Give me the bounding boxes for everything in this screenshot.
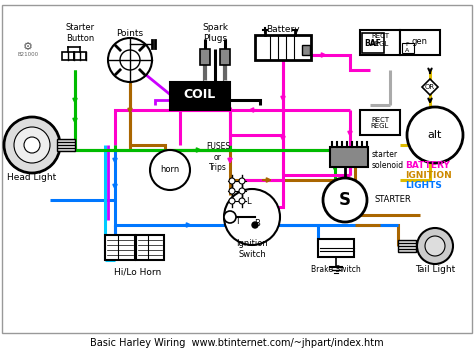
- Circle shape: [24, 137, 40, 153]
- FancyBboxPatch shape: [136, 235, 164, 260]
- Text: F: F: [405, 42, 409, 47]
- Circle shape: [229, 198, 235, 204]
- Text: BATTERY: BATTERY: [405, 160, 450, 169]
- Circle shape: [224, 211, 236, 223]
- FancyBboxPatch shape: [170, 82, 230, 110]
- Text: RECT: RECT: [371, 33, 389, 39]
- Polygon shape: [422, 79, 438, 95]
- Circle shape: [417, 228, 453, 264]
- Text: Battery: Battery: [266, 26, 300, 34]
- Text: Head Light: Head Light: [8, 173, 56, 181]
- Text: OR: OR: [425, 84, 435, 90]
- Text: FUSES
or
Trips: FUSES or Trips: [206, 142, 230, 172]
- Text: RECT
REGL: RECT REGL: [371, 116, 389, 130]
- Text: S: S: [339, 191, 351, 209]
- Text: B21000: B21000: [18, 53, 38, 58]
- Text: L: L: [246, 197, 250, 207]
- FancyBboxPatch shape: [62, 52, 74, 60]
- Text: B: B: [254, 219, 260, 229]
- FancyBboxPatch shape: [402, 43, 414, 53]
- Circle shape: [14, 127, 50, 163]
- Text: Ignition
Switch: Ignition Switch: [236, 239, 268, 259]
- FancyBboxPatch shape: [318, 239, 354, 257]
- Text: Basic Harley Wiring  www.btinternet.com/~jhpart/index.htm: Basic Harley Wiring www.btinternet.com/~…: [90, 338, 384, 348]
- Text: ⚙: ⚙: [23, 42, 33, 52]
- FancyBboxPatch shape: [302, 45, 310, 55]
- FancyBboxPatch shape: [105, 235, 135, 260]
- Text: starter
solenoid: starter solenoid: [372, 150, 404, 170]
- Text: alt: alt: [428, 130, 442, 140]
- Circle shape: [4, 117, 60, 173]
- FancyBboxPatch shape: [398, 240, 416, 252]
- Circle shape: [239, 178, 245, 184]
- Text: STARTER: STARTER: [375, 196, 412, 204]
- FancyBboxPatch shape: [360, 110, 400, 135]
- Text: Starter
Button: Starter Button: [65, 23, 94, 43]
- Circle shape: [150, 150, 190, 190]
- Circle shape: [323, 178, 367, 222]
- Circle shape: [229, 188, 235, 194]
- Circle shape: [108, 38, 152, 82]
- FancyBboxPatch shape: [2, 5, 472, 333]
- Circle shape: [239, 188, 245, 194]
- Text: Tail Light: Tail Light: [415, 266, 455, 274]
- Circle shape: [425, 236, 445, 256]
- Text: gen: gen: [412, 38, 428, 47]
- FancyBboxPatch shape: [400, 30, 440, 55]
- Text: Hi/Lo Horn: Hi/Lo Horn: [114, 268, 162, 277]
- FancyBboxPatch shape: [255, 35, 311, 60]
- Text: Spark
Plugs: Spark Plugs: [202, 23, 228, 43]
- Text: Brake Switch: Brake Switch: [311, 266, 361, 274]
- Text: Points: Points: [117, 28, 144, 38]
- FancyBboxPatch shape: [200, 49, 210, 65]
- Circle shape: [252, 222, 258, 228]
- Text: A: A: [405, 48, 409, 53]
- FancyBboxPatch shape: [220, 49, 230, 65]
- Text: LIGHTS: LIGHTS: [405, 180, 442, 190]
- Text: IGNITION: IGNITION: [405, 170, 452, 180]
- Circle shape: [229, 178, 235, 184]
- Text: I: I: [236, 218, 238, 226]
- Text: COIL: COIL: [184, 88, 216, 102]
- Circle shape: [120, 50, 140, 70]
- Text: REGL: REGL: [371, 41, 389, 47]
- Circle shape: [239, 198, 245, 204]
- Text: BAF: BAF: [365, 38, 382, 48]
- Circle shape: [224, 189, 280, 245]
- FancyBboxPatch shape: [57, 139, 75, 151]
- FancyBboxPatch shape: [330, 147, 368, 167]
- FancyBboxPatch shape: [360, 30, 400, 55]
- Circle shape: [407, 107, 463, 163]
- FancyBboxPatch shape: [74, 52, 86, 60]
- Text: horn: horn: [160, 165, 180, 175]
- FancyBboxPatch shape: [362, 33, 384, 53]
